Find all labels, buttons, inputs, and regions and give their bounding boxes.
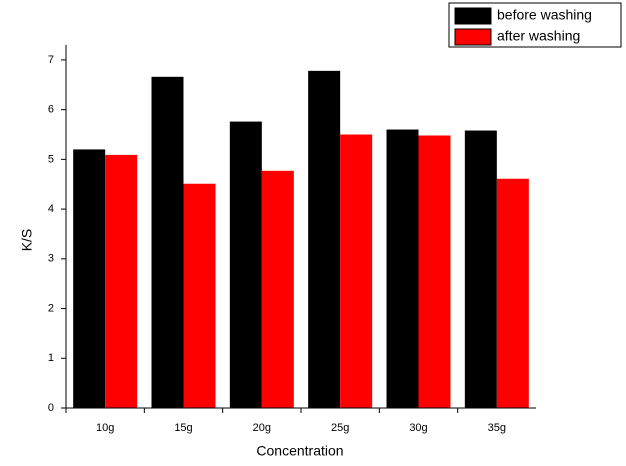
y-tick-label: 6 <box>48 104 54 116</box>
bar <box>386 129 419 408</box>
x-axis-label: Concentration <box>256 443 343 459</box>
x-tick-label: 10g <box>96 422 114 434</box>
bar <box>418 135 451 408</box>
bar <box>73 149 106 408</box>
y-axis-label: K/S <box>19 229 35 252</box>
y-tick-label: 7 <box>48 54 54 66</box>
bar <box>496 178 529 408</box>
y-tick-label: 5 <box>48 153 54 165</box>
x-tick-label: 15g <box>174 422 192 434</box>
x-tick-label: 20g <box>253 422 271 434</box>
y-tick-label: 3 <box>48 253 54 265</box>
bar <box>464 130 497 409</box>
x-tick-label: 25g <box>331 422 349 434</box>
legend-label: before washing <box>497 7 592 23</box>
bar <box>151 76 184 409</box>
legend-swatch <box>454 7 492 25</box>
y-tick-label: 1 <box>48 352 54 364</box>
legend-label: after washing <box>497 28 580 44</box>
legend-swatch <box>454 28 492 46</box>
y-tick-label: 0 <box>48 402 54 414</box>
x-tick-label: 35g <box>488 422 506 434</box>
bar <box>183 183 216 408</box>
bar <box>229 121 262 409</box>
y-tick-label: 2 <box>48 302 54 314</box>
bar <box>308 70 341 408</box>
bar <box>340 134 373 409</box>
bar <box>105 154 138 408</box>
bar <box>261 170 294 408</box>
x-tick-label: 30g <box>409 422 427 434</box>
y-tick-label: 4 <box>48 203 54 215</box>
